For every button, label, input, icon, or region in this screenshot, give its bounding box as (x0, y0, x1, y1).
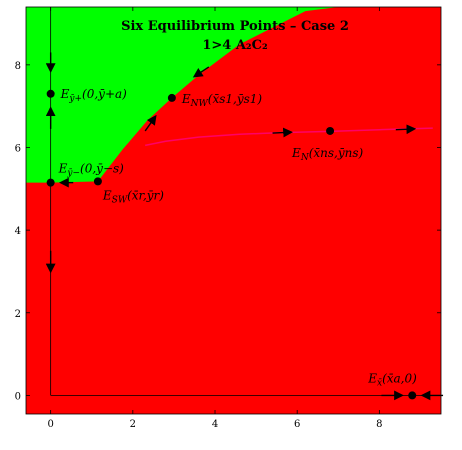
equilibrium-label-main: E (102, 188, 112, 202)
tick-marks: 0 2 4 6 8 0 2 4 6 8 (15, 7, 441, 430)
equilibrium-label-sub: NW (190, 99, 209, 109)
y-tick-label: 4 (15, 226, 21, 237)
green-region (26, 7, 339, 183)
y-tick-label: 0 (15, 391, 21, 402)
flow-arrow (192, 66, 210, 78)
y-tick-label: 8 (15, 61, 21, 72)
equilibrium-label-main: E (291, 146, 301, 160)
equilibrium-label-coords: (0,ȳ+a) (82, 87, 127, 101)
equilibrium-label-sub: ȳ− (66, 169, 80, 179)
equilibrium-point (46, 178, 55, 187)
y-tick-label: 2 (15, 309, 21, 320)
equilibrium-label: Ex̄(x̄a,0) (367, 371, 417, 388)
manifold-curve (145, 127, 433, 147)
equilibrium-label-main: E (58, 162, 68, 176)
equilibrium-label-sub: x̄ (377, 378, 382, 388)
equilibrium-label: ENW(x̄s1,ȳs1) (181, 92, 263, 109)
chart-title: Six Equilibrium Points – Case 2 (121, 19, 349, 34)
equilibrium-label: ESW(x̄r,ȳr) (102, 188, 164, 205)
x-tick-label: 4 (212, 419, 218, 430)
frame (25, 6, 442, 415)
plot-area (26, 7, 441, 414)
equilibrium-label-sub: ȳ+ (68, 94, 82, 104)
equilibrium-label: Eȳ−(0,ȳ−s) (58, 162, 125, 179)
flow-arrow (144, 114, 157, 132)
equilibrium-label: Eȳ+(0,ȳ+a) (60, 87, 128, 104)
equilibrium-label-coords: (0,ȳ−s) (80, 162, 124, 176)
equilibrium-point (93, 177, 102, 186)
equilibrium-label-coords: (x̄ns,ȳns) (309, 146, 364, 160)
equilibrium-label-main: E (60, 87, 70, 101)
equilibrium-label-coords: (x̄a,0) (382, 371, 417, 385)
equilibrium-point (326, 126, 335, 135)
equilibrium-points: Eȳ+(0,ȳ+a)Eȳ−(0,ȳ−s)ESW(x̄r,ȳr)ENW(x̄s1,… (46, 87, 417, 400)
equilibrium-point (408, 391, 417, 400)
chart-subtitle: 1>4 A₂C₂ (202, 38, 267, 53)
equilibrium-label-coords: (x̄r,ȳr) (127, 188, 164, 202)
flow-arrow (272, 127, 293, 138)
equilibrium-label: EN(x̄ns,ȳns) (291, 146, 363, 163)
equilibrium-label-sub: SW (112, 195, 128, 205)
x-tick-label: 2 (130, 419, 136, 430)
equilibrium-point (46, 89, 55, 98)
flow-arrows (45, 52, 444, 401)
x-tick-label: 6 (294, 419, 300, 430)
y-tick-label: 6 (15, 143, 21, 154)
x-tick-label: 8 (376, 419, 382, 430)
flow-arrow (395, 124, 417, 135)
equilibrium-label-main: E (367, 371, 377, 385)
equilibrium-label-coords: (x̄s1,ȳs1) (208, 92, 263, 106)
equilibrium-point (167, 93, 176, 102)
equilibrium-label-sub: N (300, 153, 310, 163)
x-tick-label: 0 (47, 419, 53, 430)
equilibrium-label-main: E (181, 92, 191, 106)
